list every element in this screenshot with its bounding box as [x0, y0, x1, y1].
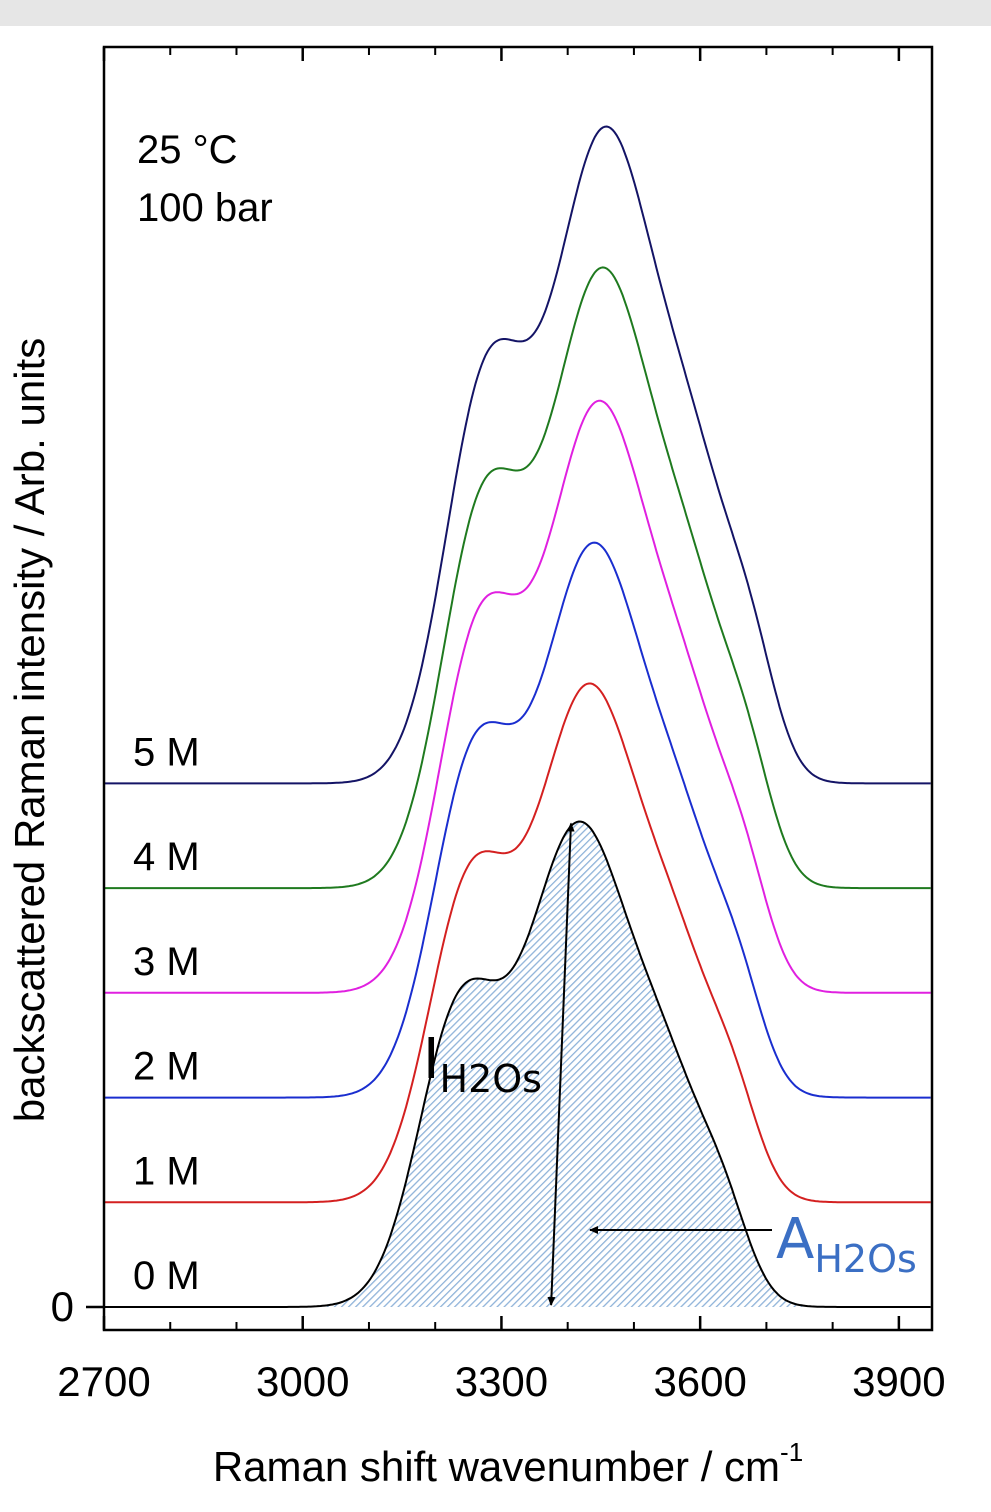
intensity-arrow — [547, 822, 575, 1306]
series-label: 4 M — [133, 835, 200, 879]
area-fill-layer — [104, 821, 932, 1307]
top-band — [0, 0, 991, 26]
series-label: 3 M — [133, 940, 200, 984]
series-label: 0 M — [133, 1254, 200, 1298]
intensity-annotation: IH2Os — [423, 1027, 542, 1101]
x-axis-title-superscript: -1 — [780, 1437, 803, 1467]
area-fill-0M — [104, 821, 932, 1307]
x-tick-label: 3300 — [455, 1358, 548, 1405]
series-label: 5 M — [133, 730, 200, 774]
series-line-2M — [104, 541, 931, 1099]
x-axis-title: Raman shift wavenumber / cm-1 — [213, 1437, 803, 1490]
ticks-layer — [86, 47, 901, 1330]
x-tick-label: 3600 — [653, 1358, 746, 1405]
y-tick-label: 0 — [51, 1283, 74, 1330]
x-tick-label: 3900 — [852, 1358, 945, 1405]
y-axis-title: backscattered Raman intensity / Arb. uni… — [6, 338, 53, 1122]
series-line-1M — [104, 682, 931, 1204]
area-annotation: AH2Os — [776, 1207, 917, 1281]
series-line-0M — [104, 820, 931, 1308]
series-layer — [104, 125, 931, 1308]
pressure-label: 100 bar — [137, 186, 273, 230]
series-line-5M — [104, 125, 931, 785]
temperature-label: 25 °C — [137, 128, 238, 172]
series-label: 2 M — [133, 1045, 200, 1089]
plot-frame — [102, 45, 934, 1332]
labels-layer: 2700 3000 3300 3600 3900 0 0 M 1 M 2 M 3 M 4 M 5 M — [51, 730, 946, 1405]
x-tick-label: 3000 — [256, 1358, 349, 1405]
series-label: 1 M — [133, 1149, 200, 1193]
series-line-4M — [104, 266, 931, 890]
x-tick-label: 2700 — [57, 1358, 150, 1405]
series-line-3M — [104, 399, 931, 994]
